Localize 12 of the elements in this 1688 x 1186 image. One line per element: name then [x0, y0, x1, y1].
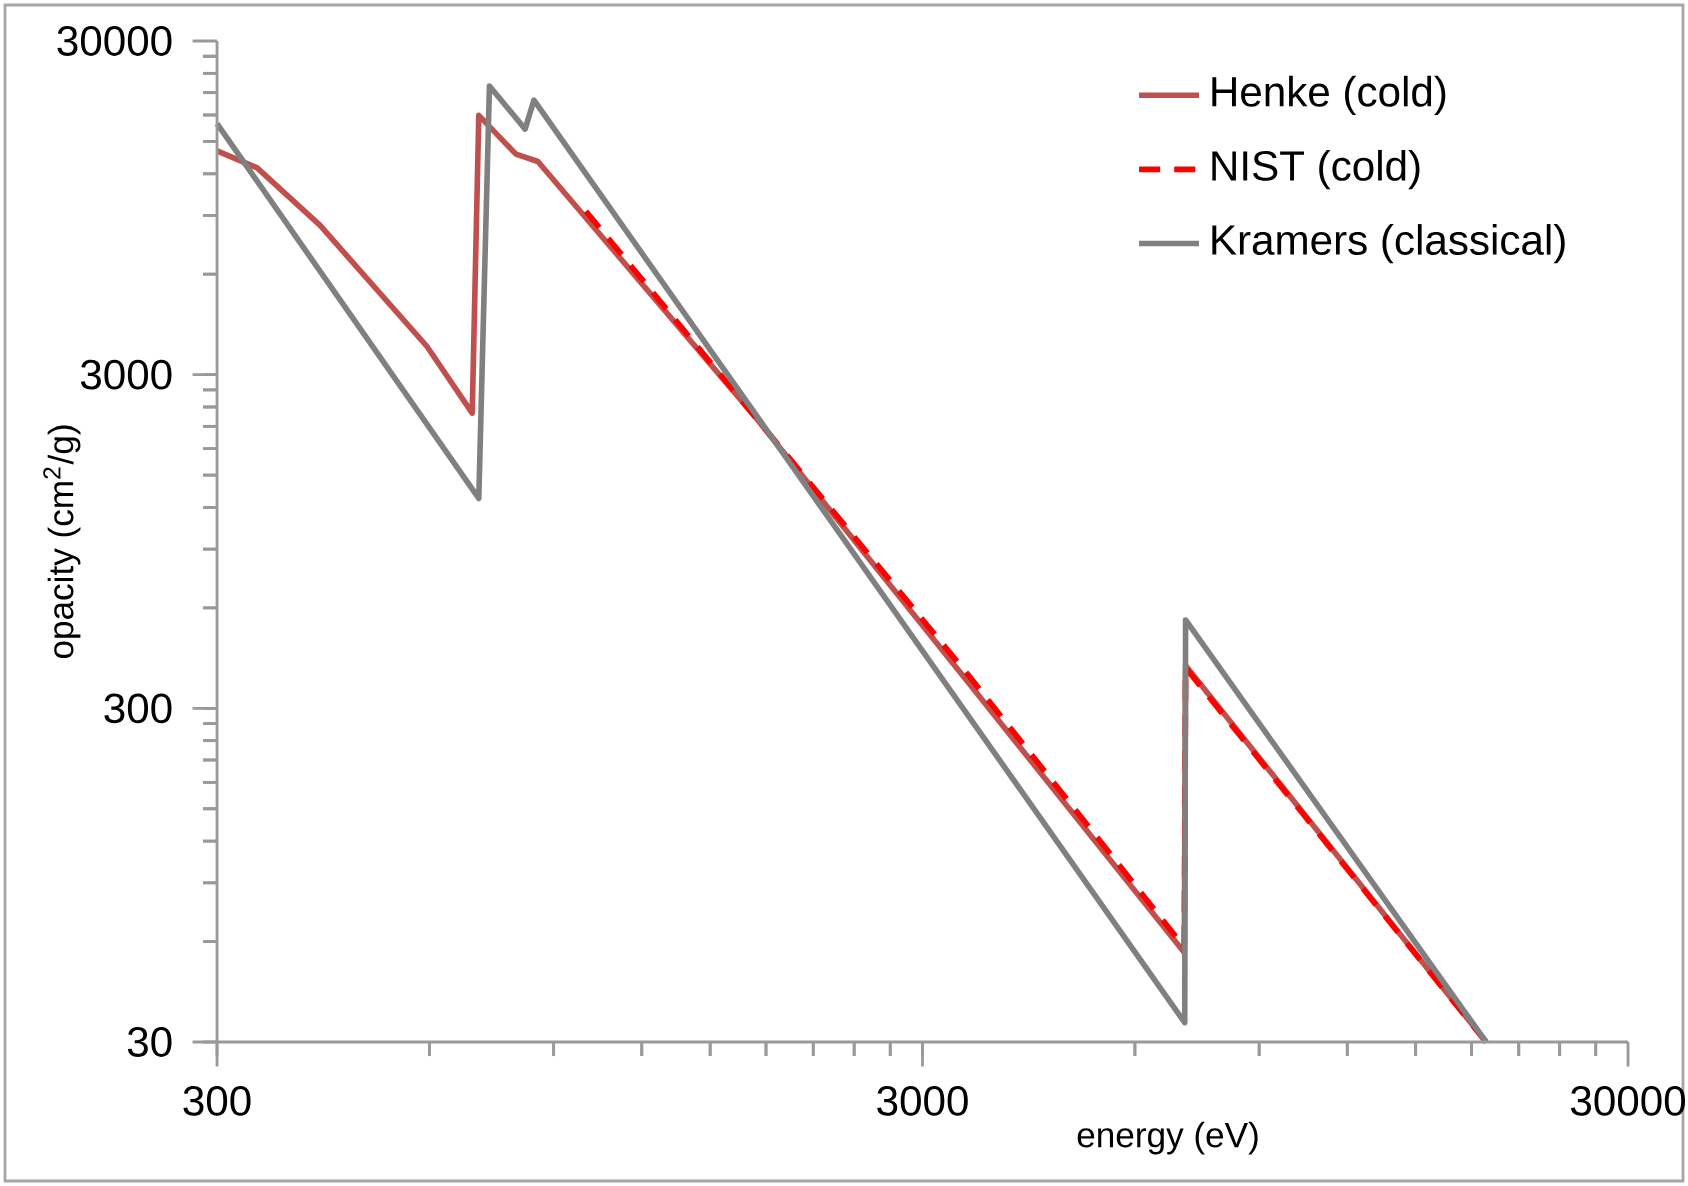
x-axis-title: energy (eV): [1077, 1121, 1258, 1155]
y-axis-title: opacity (cm$^{2}$/g): [43, 425, 81, 659]
y-tick-label: 30000: [57, 26, 172, 56]
legend-label: Henke (cold): [1212, 75, 1446, 116]
legend-label: Kramers (classical): [1212, 224, 1565, 264]
y-tick-label: 300: [104, 693, 172, 724]
x-tick-label: 3000: [877, 1085, 968, 1116]
y-tick-label: 30: [127, 1027, 172, 1057]
legend-label: NIST (cold): [1212, 149, 1420, 190]
y-tick-label: 3000: [80, 359, 172, 390]
x-tick-label: 300: [183, 1085, 251, 1116]
x-tick-label: 30000: [1570, 1085, 1686, 1116]
